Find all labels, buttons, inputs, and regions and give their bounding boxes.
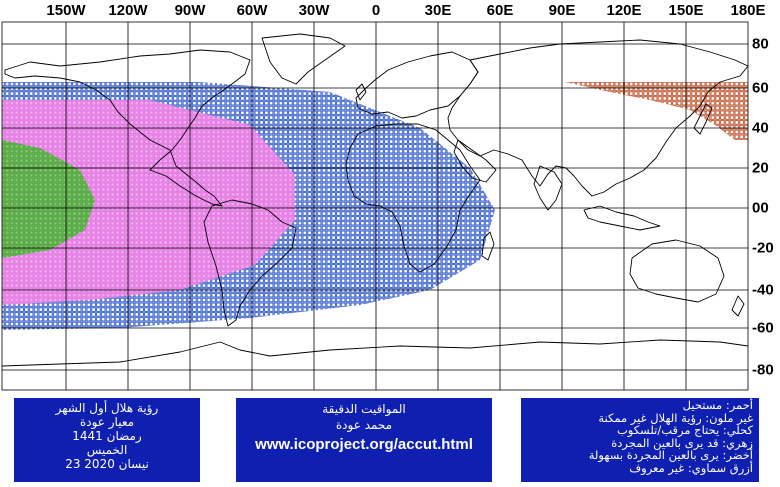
lat-label: -40 [752,281,774,299]
criterion-line: معيار عودة [79,415,135,429]
lat-label: 40 [752,119,769,137]
lat-label: 60 [752,79,769,97]
title-line: رؤية هلال أول الشهر [55,401,159,415]
zone-naked-eye-pink [2,100,295,305]
lon-label: 0 [371,2,381,19]
new-zealand [731,295,745,317]
lon-label: 90W [174,2,206,19]
lat-label: 00 [752,199,769,217]
legend-pink: زهري: قد يرى بالعين المجردة [611,435,753,450]
author-name: محمد عودة [335,418,393,432]
japan [693,103,713,135]
north-america [4,49,251,207]
website-url[interactable]: www.icoproject.org/accut.html [255,436,473,453]
lon-label: 180E [730,2,766,19]
lon-label: 90E [548,2,576,19]
crescent-visibility-map [1,21,749,391]
lat-lon-grid [1,21,749,391]
lon-label: 60E [486,2,514,19]
credits-title: المواقيت الدقيقة [322,402,406,416]
arabia [453,139,497,183]
madagascar [481,231,495,261]
lat-label: 20 [752,159,769,177]
greenland [261,33,346,85]
legend-box: أحمر: مستحيل غير ملون: رؤية الهلال غير م… [521,398,759,482]
zone-impossible-red [565,82,748,140]
zone-easy-green [2,140,95,258]
month-line: رمضان 1441 [72,429,142,443]
asia [447,39,749,197]
title-box: رؤية هلال أول الشهر معيار عودة رمضان 144… [14,398,200,482]
credits-box: المواقيت الدقيقة محمد عودة www.icoprojec… [236,398,492,482]
lat-label: -60 [752,319,774,337]
map-frame [1,21,749,391]
date-line: 23 نيسان 2020 [65,457,149,471]
lon-label: 150W [46,2,86,19]
africa [345,123,481,273]
legend-red: أحمر: مستحيل [682,398,753,412]
legend-sky-blue: أزرق سماوي: غير معروف [629,460,753,475]
lon-label: 60W [236,2,268,19]
legend-navy: كحلي: يحتاج مرقب/تلسكوب [616,423,753,437]
weekday-line: الخميس [86,443,128,457]
indonesia [583,205,661,231]
antarctica [1,339,749,367]
legend-uncolored: غير ملون: رؤية الهلال غير ممكنة [598,410,753,425]
uk [355,83,367,101]
lon-label: 120W [108,2,148,19]
lon-label: 120E [606,2,642,19]
lat-label: -20 [752,239,774,257]
lon-label: 30E [424,2,452,19]
australia [629,239,725,303]
india [533,165,563,211]
legend-green: أخضر: يرى بالعين المجردة بسهولة [588,448,753,462]
lon-label: 30W [298,2,330,19]
lon-label: 150E [668,2,704,19]
europe [355,51,479,119]
coastlines [1,33,749,367]
lat-label: 80 [752,35,769,53]
lat-label: -80 [752,361,774,379]
